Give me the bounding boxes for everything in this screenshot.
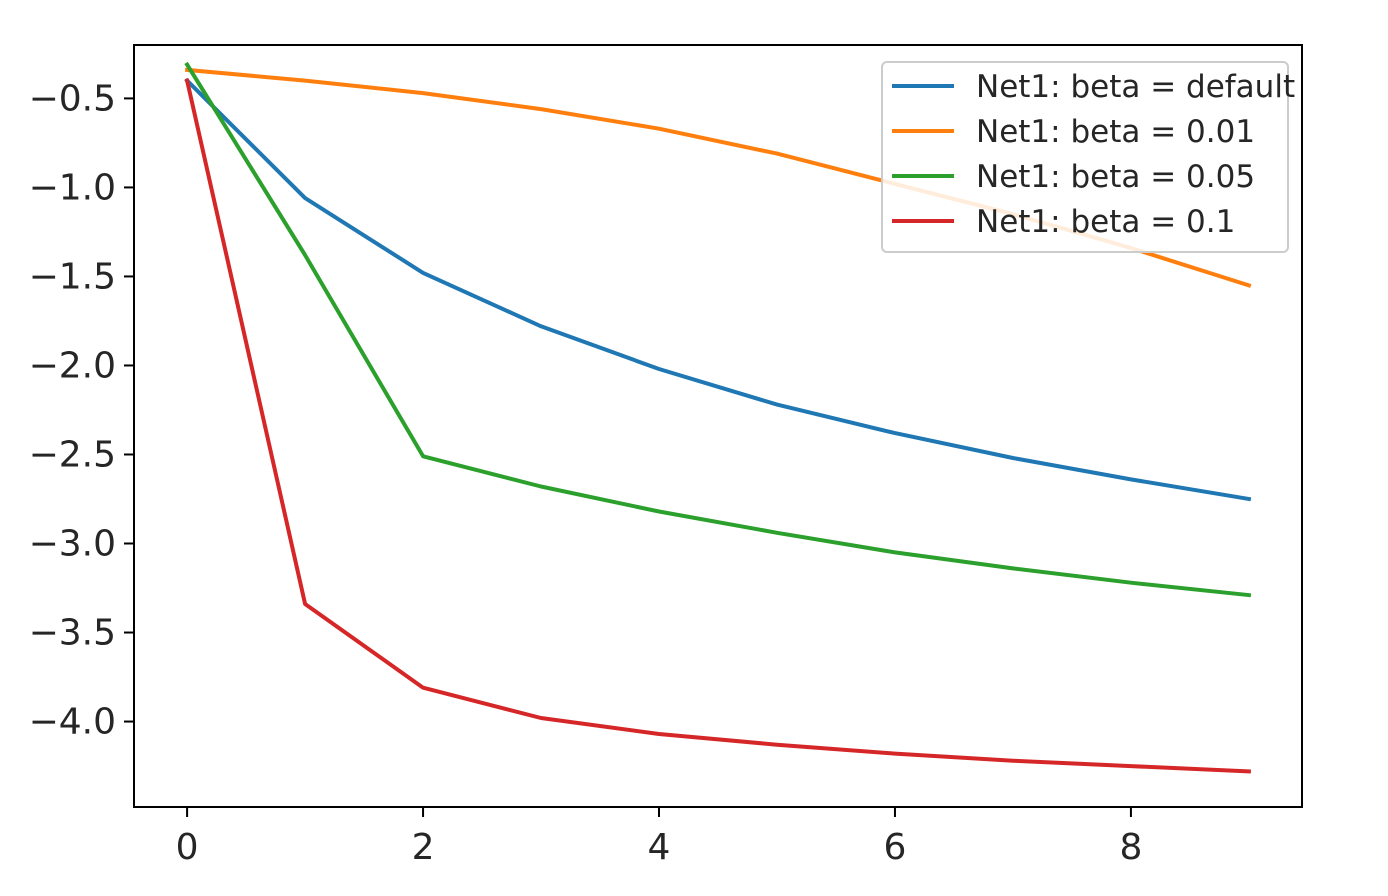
y-axis: −0.5 −1.0 −1.5 −2.0 −2.5 −3.0 −3.5 −4.0 <box>29 78 134 743</box>
y-tick-label: −3.0 <box>29 524 116 565</box>
legend-items: Net1: beta = default Net1: beta = 0.01 Net… <box>892 69 1295 240</box>
y-tick-label: −0.5 <box>29 78 116 119</box>
y-tick-label: −1.0 <box>29 167 116 208</box>
y-tick-label: −3.5 <box>29 613 116 654</box>
y-tick-label: −4.0 <box>29 702 116 743</box>
plot-area-frame <box>133 44 1303 808</box>
x-tick-label: 8 <box>1119 827 1142 868</box>
x-axis: 0 2 4 6 8 <box>176 807 1142 868</box>
legend-box <box>881 61 1289 253</box>
x-tick-label: 2 <box>412 827 435 868</box>
legend-label: Net1: beta = default <box>976 69 1295 105</box>
y-tick-label: −2.5 <box>29 434 116 475</box>
series-line-0 <box>184 77 1252 502</box>
legend: Net1: beta = default Net1: beta = 0.01 Net… <box>881 61 1295 253</box>
y-tick-label: −1.5 <box>29 256 116 297</box>
y-tick-label: −2.0 <box>29 345 116 386</box>
legend-label: Net1: beta = 0.01 <box>976 114 1255 150</box>
series-line-2 <box>184 61 1252 598</box>
x-tick-label: 4 <box>648 827 671 868</box>
legend-label: Net1: beta = 0.05 <box>976 159 1255 195</box>
x-tick-label: 6 <box>884 827 907 868</box>
legend-label: Net1: beta = 0.1 <box>976 204 1235 240</box>
series-line-3 <box>184 78 1251 774</box>
x-tick-label: 0 <box>176 827 199 868</box>
